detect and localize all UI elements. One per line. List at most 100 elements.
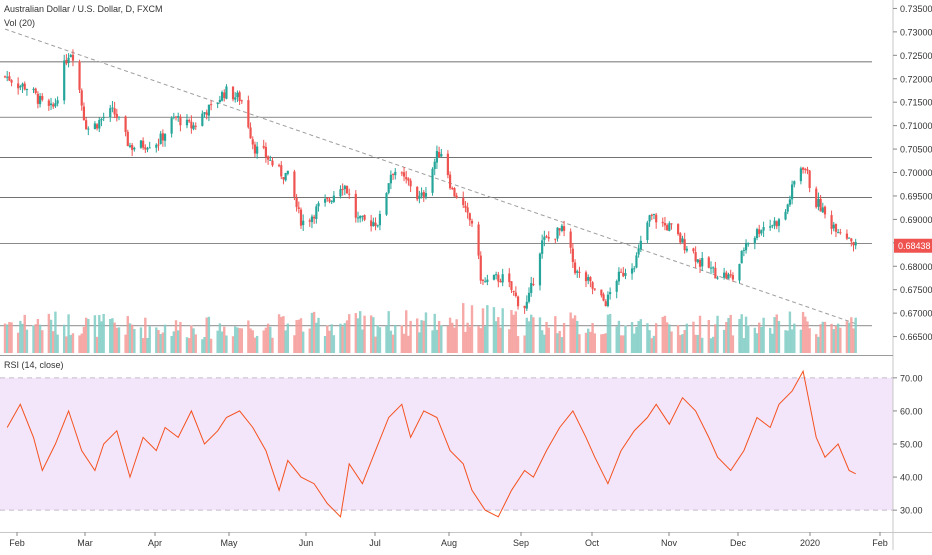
volume-bar[interactable] bbox=[280, 316, 283, 353]
candle[interactable] bbox=[231, 86, 235, 100]
candle[interactable] bbox=[317, 203, 320, 207]
volume-bar[interactable] bbox=[714, 324, 717, 353]
candle[interactable] bbox=[655, 214, 658, 223]
volume-bar[interactable] bbox=[698, 315, 702, 353]
volume-bar[interactable] bbox=[155, 327, 158, 353]
candle[interactable] bbox=[359, 215, 362, 219]
volume-bar[interactable] bbox=[218, 323, 222, 353]
candle[interactable] bbox=[823, 206, 827, 215]
volume-bar[interactable] bbox=[330, 324, 333, 353]
candle[interactable] bbox=[573, 262, 577, 274]
candle[interactable] bbox=[683, 239, 686, 251]
volume-bar[interactable] bbox=[130, 324, 134, 353]
candle[interactable] bbox=[679, 233, 682, 243]
volume-bar[interactable] bbox=[790, 329, 794, 353]
candle[interactable] bbox=[203, 112, 206, 114]
volume-bar[interactable] bbox=[253, 337, 257, 353]
candle[interactable] bbox=[791, 184, 794, 200]
volume-bar[interactable] bbox=[637, 321, 640, 353]
candle[interactable] bbox=[264, 146, 268, 158]
candle[interactable] bbox=[771, 225, 774, 227]
volume-bar[interactable] bbox=[731, 335, 735, 353]
volume-bar[interactable] bbox=[354, 313, 357, 353]
candle[interactable] bbox=[324, 198, 327, 203]
candle[interactable] bbox=[617, 271, 620, 282]
volume-bar[interactable] bbox=[540, 330, 544, 353]
volume-bar[interactable] bbox=[608, 313, 612, 353]
volume-bar[interactable] bbox=[98, 315, 101, 353]
candle[interactable] bbox=[619, 271, 623, 273]
candle[interactable] bbox=[512, 290, 515, 293]
candle[interactable] bbox=[547, 237, 550, 239]
candle[interactable] bbox=[63, 60, 66, 101]
volume-bar[interactable] bbox=[635, 326, 638, 353]
candle[interactable] bbox=[277, 165, 281, 167]
volume-bar[interactable] bbox=[25, 329, 29, 353]
candle[interactable] bbox=[845, 233, 849, 239]
candle[interactable] bbox=[124, 116, 127, 132]
candle[interactable] bbox=[668, 223, 671, 231]
volume-bar[interactable] bbox=[8, 322, 11, 353]
candle[interactable] bbox=[111, 107, 114, 109]
candle[interactable] bbox=[348, 193, 351, 195]
volume-bar[interactable] bbox=[170, 335, 173, 353]
candle[interactable] bbox=[356, 217, 360, 219]
candle[interactable] bbox=[49, 103, 53, 106]
volume-bar[interactable] bbox=[420, 320, 423, 353]
volume-bar[interactable] bbox=[665, 322, 669, 353]
candle[interactable] bbox=[223, 92, 226, 99]
candle[interactable] bbox=[159, 133, 162, 144]
candle[interactable] bbox=[694, 252, 697, 262]
volume-bar[interactable] bbox=[223, 326, 226, 353]
candle[interactable] bbox=[36, 93, 39, 104]
volume-bar[interactable] bbox=[562, 322, 566, 353]
volume-bar[interactable] bbox=[701, 337, 704, 353]
candle[interactable] bbox=[499, 281, 502, 283]
volume-bar[interactable] bbox=[315, 322, 318, 353]
volume-bar[interactable] bbox=[82, 326, 86, 353]
volume-bar[interactable] bbox=[62, 324, 66, 353]
volume-bar[interactable] bbox=[716, 315, 719, 353]
volume-bar[interactable] bbox=[593, 333, 596, 353]
candle[interactable] bbox=[161, 133, 164, 141]
candle[interactable] bbox=[497, 274, 500, 282]
candle[interactable] bbox=[630, 268, 634, 274]
volume-bar[interactable] bbox=[777, 321, 781, 353]
volume-bar[interactable] bbox=[771, 333, 774, 353]
candle[interactable] bbox=[593, 288, 596, 290]
candle[interactable] bbox=[622, 272, 625, 277]
candle[interactable] bbox=[431, 168, 434, 193]
volume-bar[interactable] bbox=[400, 325, 404, 353]
volume-bar[interactable] bbox=[466, 322, 469, 353]
candle[interactable] bbox=[67, 57, 70, 64]
candle[interactable] bbox=[760, 230, 763, 234]
candle[interactable] bbox=[128, 145, 132, 147]
candle[interactable] bbox=[179, 116, 182, 126]
candle[interactable] bbox=[253, 144, 257, 154]
volume-bar[interactable] bbox=[299, 318, 303, 353]
candle[interactable] bbox=[8, 76, 11, 81]
candle[interactable] bbox=[455, 195, 458, 198]
candle[interactable] bbox=[269, 159, 272, 161]
volume-bar[interactable] bbox=[499, 327, 502, 353]
volume-bar[interactable] bbox=[249, 328, 252, 353]
volume-bar[interactable] bbox=[113, 322, 116, 353]
volume-bar[interactable] bbox=[773, 317, 776, 353]
volume-bar[interactable] bbox=[52, 331, 55, 353]
volume-bar[interactable] bbox=[492, 307, 496, 353]
candle[interactable] bbox=[256, 146, 259, 154]
volume-bar[interactable] bbox=[652, 335, 656, 353]
volume-bar[interactable] bbox=[84, 317, 88, 353]
candle[interactable] bbox=[313, 216, 316, 219]
candle[interactable] bbox=[832, 224, 835, 229]
volume-bar[interactable] bbox=[369, 315, 373, 353]
volume-bar[interactable] bbox=[109, 318, 112, 353]
volume-bar[interactable] bbox=[54, 311, 57, 353]
volume-bar[interactable] bbox=[308, 328, 311, 353]
candle[interactable] bbox=[525, 301, 528, 309]
candle[interactable] bbox=[639, 240, 642, 250]
volume-bar[interactable] bbox=[67, 314, 70, 353]
volume-bar[interactable] bbox=[547, 327, 550, 353]
candle[interactable] bbox=[93, 123, 96, 130]
candle[interactable] bbox=[508, 273, 511, 283]
